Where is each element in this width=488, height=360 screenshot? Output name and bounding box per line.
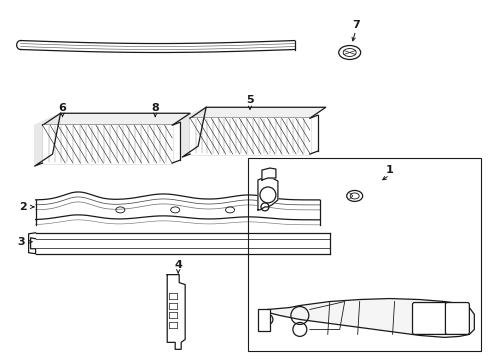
Text: 6: 6: [59, 103, 66, 113]
FancyBboxPatch shape: [412, 302, 447, 334]
Polygon shape: [267, 298, 473, 337]
Polygon shape: [190, 118, 309, 154]
Polygon shape: [258, 177, 277, 210]
Polygon shape: [190, 107, 325, 118]
Polygon shape: [262, 168, 275, 180]
Bar: [258, 310, 269, 332]
Bar: [247, 158, 480, 351]
Polygon shape: [42, 125, 172, 163]
Polygon shape: [35, 113, 61, 163]
Text: 8: 8: [151, 103, 159, 113]
Text: 2: 2: [19, 202, 26, 212]
Polygon shape: [42, 113, 190, 125]
Text: 4: 4: [174, 260, 182, 270]
Text: 5: 5: [245, 95, 253, 105]
Text: 7: 7: [351, 19, 359, 30]
Polygon shape: [167, 275, 185, 349]
FancyBboxPatch shape: [445, 302, 468, 334]
Text: 1: 1: [385, 165, 393, 175]
Text: 3: 3: [17, 237, 24, 247]
Polygon shape: [182, 107, 205, 154]
